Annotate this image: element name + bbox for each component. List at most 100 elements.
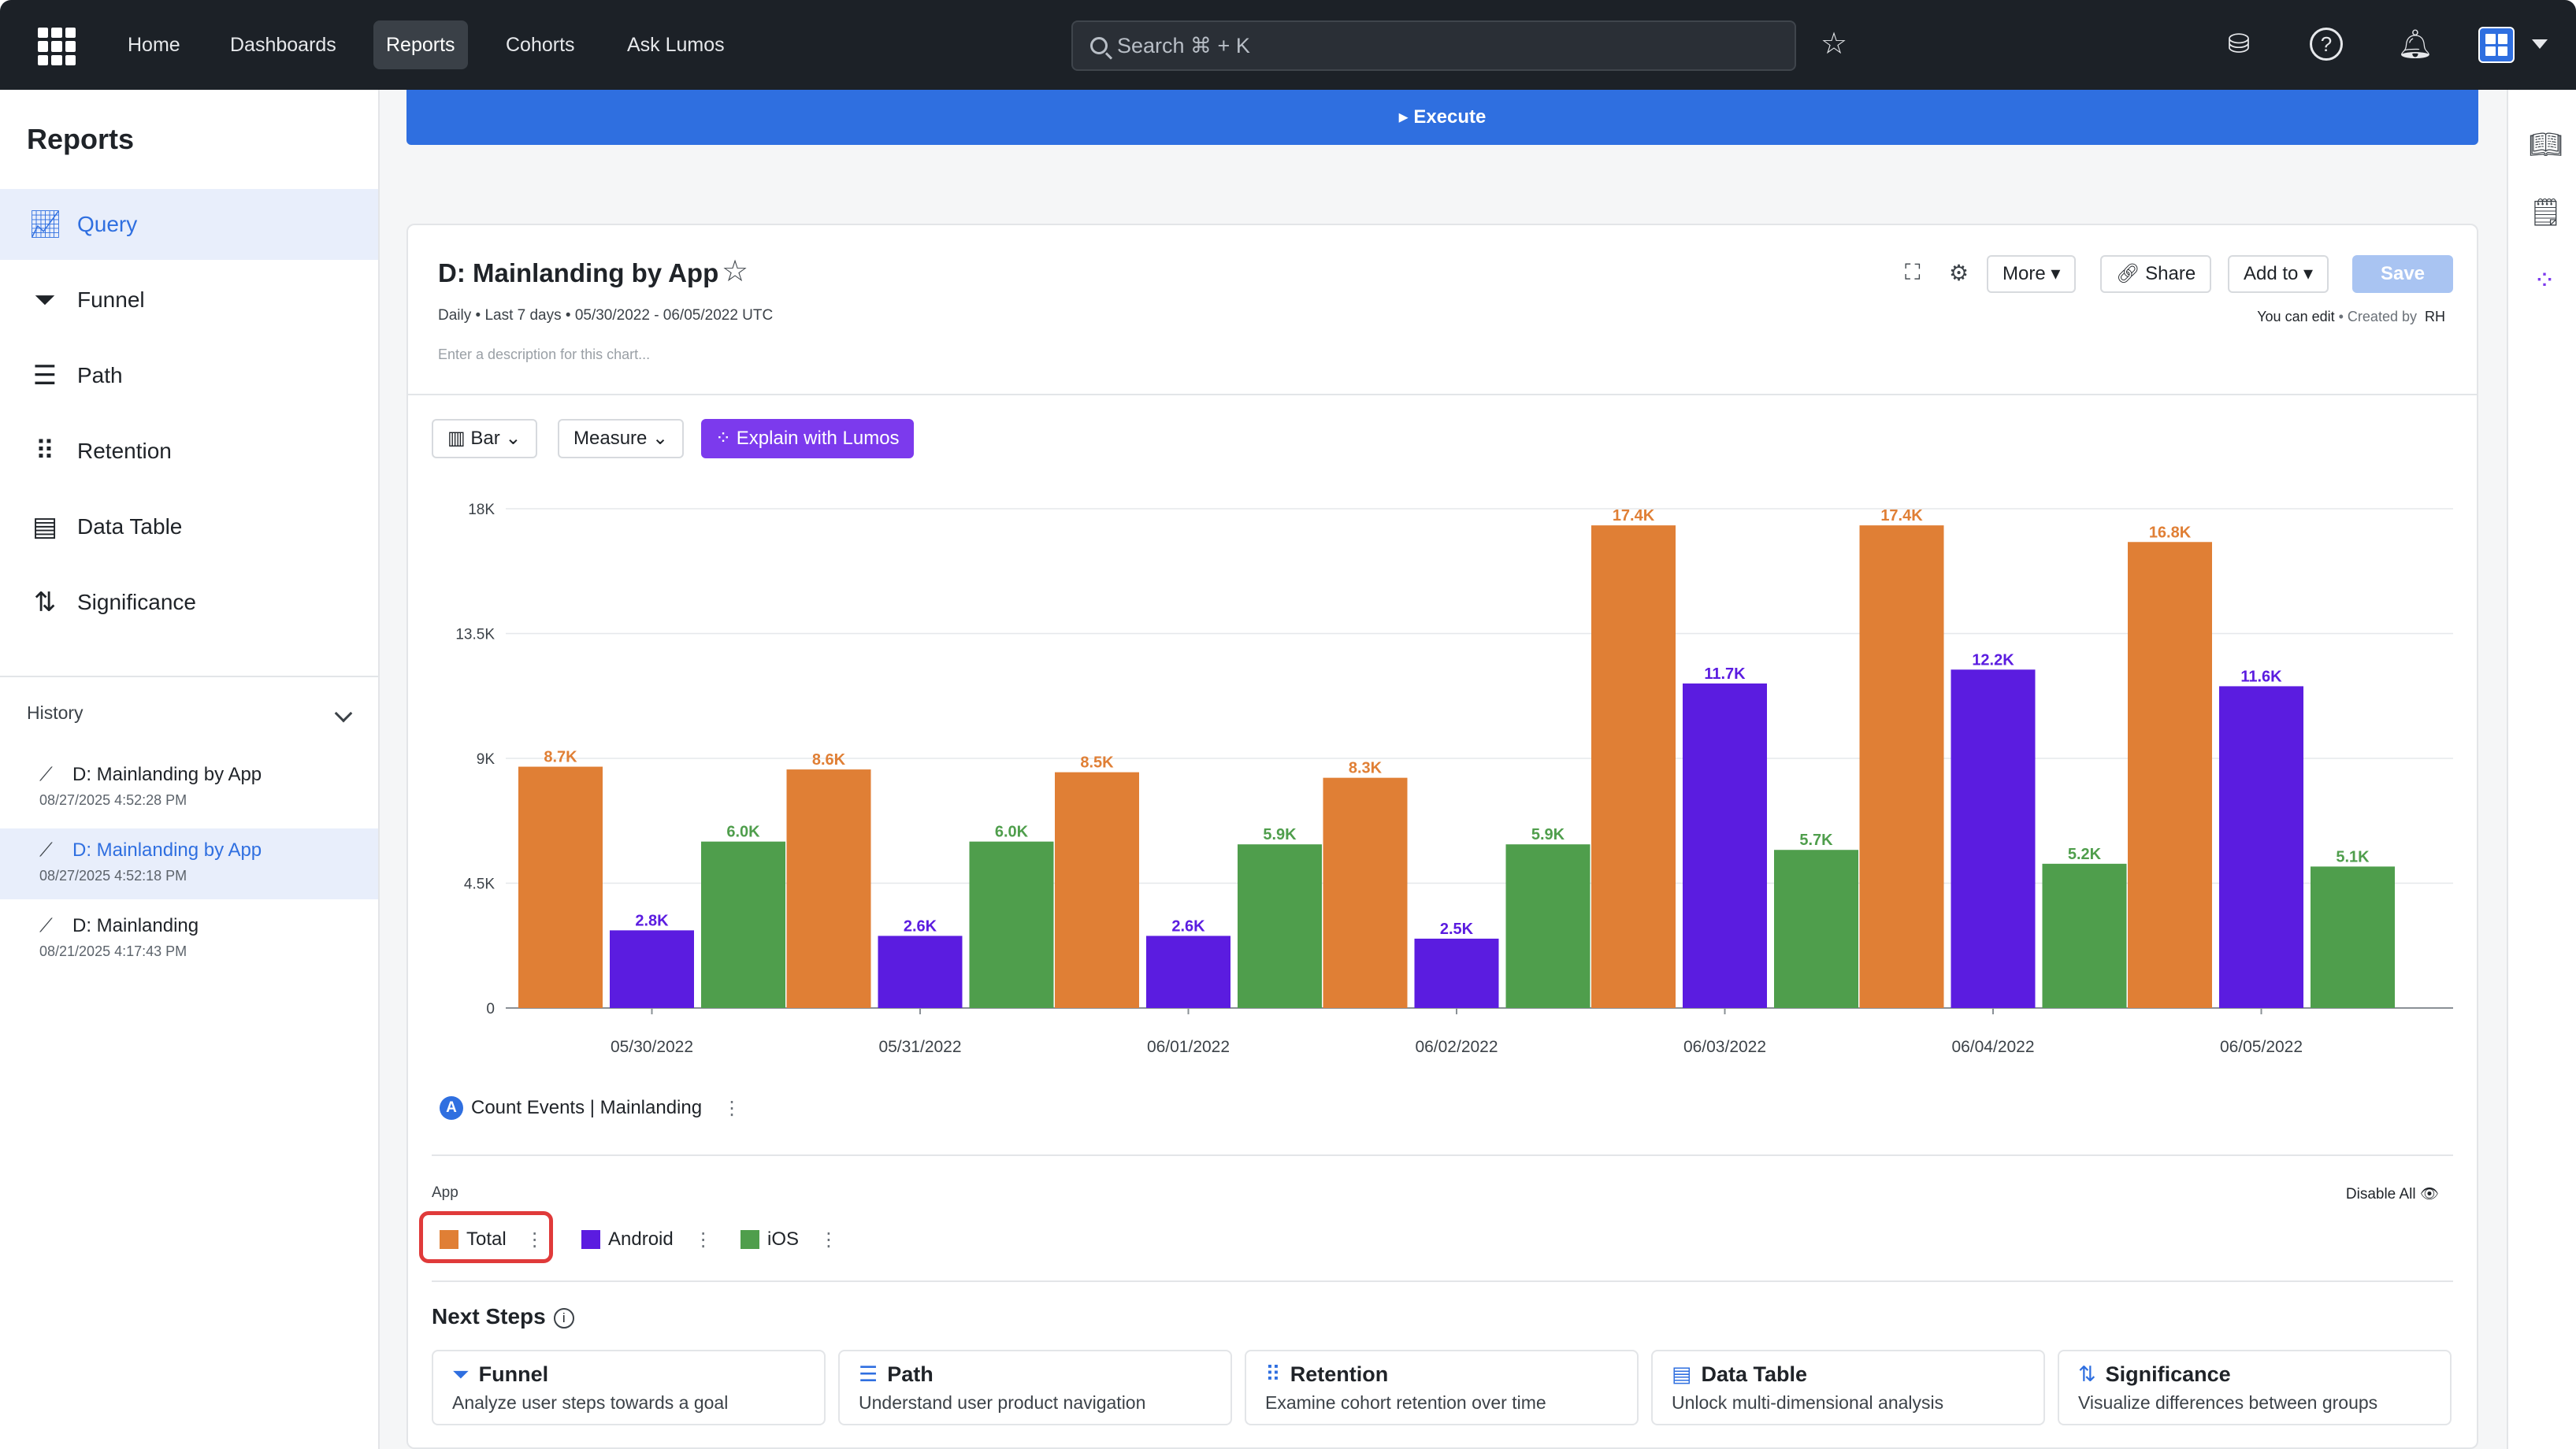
edit-permission-note: You can edit • Created by RH xyxy=(2257,309,2445,325)
sidebar-item-funnel[interactable]: ⏷ Funnel xyxy=(0,265,378,335)
y-tick-label: 0 xyxy=(486,1001,495,1017)
report-title[interactable]: D: Mainlanding by App xyxy=(438,258,719,287)
add-to-button[interactable]: Add to ▾ xyxy=(2228,255,2329,293)
bar-chart: 0 4.5K 9K 13.5K 18K 8.7K 2.8K 6.0K 05/30/2022 8.6… xyxy=(455,502,2453,1056)
table-icon: ▤ xyxy=(1672,1362,1692,1386)
fullscreen-icon[interactable]: ⛶ xyxy=(1905,260,1921,284)
sidebar-item-retention[interactable]: ⠿ Retention xyxy=(0,416,378,487)
series-name: Count Events | Mainlanding xyxy=(471,1097,703,1118)
next-step-path[interactable]: ☰ Path Understand user product navigation xyxy=(838,1350,1232,1425)
y-tick-label: 9K xyxy=(477,751,496,768)
sidebar-item-data-table[interactable]: ▤ Data Table xyxy=(0,491,378,562)
bar xyxy=(1055,772,1139,1008)
more-vertical-icon[interactable]: ⋮ xyxy=(525,1228,544,1251)
chevron-down-icon[interactable] xyxy=(334,704,353,723)
bar xyxy=(1146,936,1230,1008)
data-label: 5.1K xyxy=(2336,848,2370,865)
nav-ask-lumos[interactable]: Ask Lumos xyxy=(627,34,725,56)
add-to-label: Add to xyxy=(2244,263,2299,284)
bar xyxy=(1505,844,1591,1008)
x-tick-label: 06/03/2022 xyxy=(1683,1038,1766,1056)
legend-swatch xyxy=(440,1230,458,1249)
sidebar-item-path[interactable]: ☰ Path xyxy=(0,340,378,411)
measure-select[interactable]: Measure ⌄ xyxy=(558,419,685,458)
edit-note-text: You can edit xyxy=(2257,309,2335,324)
data-label: 17.4K xyxy=(1880,507,1923,524)
gear-icon[interactable]: ⚙ xyxy=(1949,261,1969,285)
y-tick-label: 4.5K xyxy=(464,876,495,893)
save-button[interactable]: Save xyxy=(2352,255,2453,293)
database-settings-icon[interactable]: ⛁ xyxy=(2227,29,2251,59)
app-switcher-icon[interactable] xyxy=(2478,27,2515,63)
bar xyxy=(969,841,1054,1008)
line-chart-icon: ⟋ xyxy=(39,839,53,861)
data-label: 8.3K xyxy=(1349,760,1383,777)
bar xyxy=(1323,777,1408,1008)
sidebar-item-query[interactable]: 📈︎ Query xyxy=(0,189,378,260)
legend-swatch xyxy=(741,1230,759,1249)
more-vertical-icon[interactable]: ⋮ xyxy=(722,1097,742,1119)
info-icon[interactable]: i xyxy=(553,1307,574,1329)
legend-item-total[interactable]: Total ⋮ xyxy=(440,1221,544,1258)
more-button[interactable]: More ▾ xyxy=(1987,255,2077,293)
notes-icon[interactable]: 🗒︎ xyxy=(2529,198,2563,228)
nav-dashboards[interactable]: Dashboards xyxy=(230,34,336,56)
share-button[interactable]: 🔗︎ Share xyxy=(2100,255,2212,293)
highlight-box xyxy=(419,1211,553,1263)
disable-all-label: Disable All xyxy=(2345,1186,2416,1203)
search-icon xyxy=(1090,37,1108,54)
bar xyxy=(2128,542,2212,1008)
divider xyxy=(432,1154,2453,1156)
data-label: 12.2K xyxy=(1972,651,2014,669)
report-header: D: Mainlanding by App ☆ Daily • Last 7 d… xyxy=(408,225,2477,395)
description-input[interactable]: Enter a description for this chart... xyxy=(438,346,651,362)
nav-home[interactable]: Home xyxy=(128,34,180,56)
history-item[interactable]: ⟋ D: Mainlanding by App 08/27/2025 4:52:… xyxy=(0,753,378,824)
star-icon[interactable]: ☆ xyxy=(722,255,749,288)
next-step-significance[interactable]: ⇅ Significance Visualize differences betw… xyxy=(2058,1350,2452,1425)
disable-all-button[interactable]: Disable All 👁︎ xyxy=(2346,1184,2439,1203)
bar xyxy=(701,841,785,1008)
next-step-retention[interactable]: ⠿ Retention Examine cohort retention over… xyxy=(1245,1350,1639,1425)
app-grid-icon[interactable] xyxy=(38,28,76,65)
funnel-icon: ⏷ xyxy=(452,1362,470,1386)
search-input[interactable]: Search ⌘ + K xyxy=(1071,20,1796,71)
history-item-title: D: Mainlanding by App xyxy=(72,764,262,785)
more-label: More xyxy=(2003,263,2046,284)
nav-cohorts[interactable]: Cohorts xyxy=(506,34,575,56)
top-bar: Home Dashboards Reports Cohorts Ask Lumo… xyxy=(0,0,2576,90)
nav-reports[interactable]: Reports xyxy=(373,20,468,69)
next-step-funnel[interactable]: ⏷ Funnel Analyze user steps towards a goa… xyxy=(432,1350,826,1425)
data-label: 2.5K xyxy=(1440,921,1474,938)
legend-item-ios[interactable]: iOS ⋮ xyxy=(741,1221,838,1258)
star-icon[interactable]: ☆ xyxy=(1820,28,1848,61)
bar xyxy=(878,936,963,1008)
more-vertical-icon[interactable]: ⋮ xyxy=(693,1228,713,1251)
next-steps-title: Next Steps i xyxy=(432,1304,574,1329)
help-icon[interactable]: ? xyxy=(2310,28,2343,61)
history-item[interactable]: ⟋ D: Mainlanding by App 08/27/2025 4:52:… xyxy=(0,828,378,899)
line-chart-icon: ⟋ xyxy=(39,915,53,936)
history-item[interactable]: ⟋ D: Mainlanding 08/21/2025 4:17:43 PM xyxy=(0,904,378,975)
link-icon: 🔗︎ xyxy=(2116,263,2140,284)
execute-button[interactable]: ▸ Execute xyxy=(406,90,2478,145)
sidebar-item-label: Data Table xyxy=(77,514,183,539)
series-label[interactable]: A Count Events | Mainlanding ⋮ xyxy=(440,1096,741,1120)
bell-icon[interactable]: 🔔︎ xyxy=(2397,28,2433,60)
bar xyxy=(1414,938,1499,1008)
lumos-icon[interactable]: ⁘ xyxy=(2533,265,2556,295)
share-label: Share xyxy=(2145,263,2196,284)
sidebar-item-label: Funnel xyxy=(77,287,145,312)
legend-item-android[interactable]: Android ⋮ xyxy=(581,1221,713,1258)
created-by-label: • Created by xyxy=(2338,309,2417,324)
line-chart-icon: 📈︎ xyxy=(28,209,63,239)
more-vertical-icon[interactable]: ⋮ xyxy=(819,1228,839,1251)
explain-with-lumos-button[interactable]: ⁘ Explain with Lumos xyxy=(701,419,914,458)
sidebar-item-significance[interactable]: ⇅ Significance xyxy=(0,567,378,638)
book-icon[interactable]: 📖︎ xyxy=(2529,130,2563,160)
bar xyxy=(2042,863,2127,1008)
significance-icon: ⇅ xyxy=(2078,1362,2096,1386)
chevron-down-icon[interactable] xyxy=(2532,39,2548,49)
chart-type-select[interactable]: ▥ Bar ⌄ xyxy=(432,419,537,458)
next-step-data-table[interactable]: ▤ Data Table Unlock multi-dimensional ana… xyxy=(1651,1350,2045,1425)
